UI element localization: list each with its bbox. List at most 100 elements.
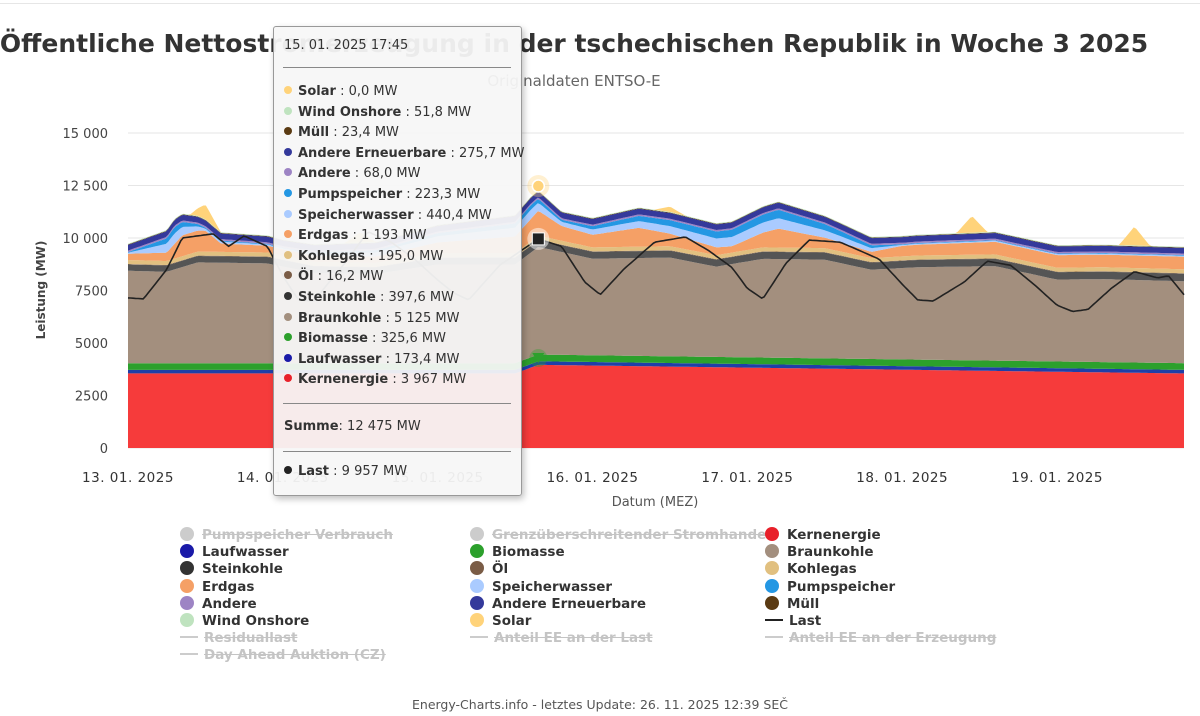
x-tick-label: 17. 01. 2025 [701, 470, 793, 486]
tooltip-series-name: Solar [298, 84, 336, 99]
tooltip-series-name: Kohlegas [298, 248, 366, 264]
legend-label: Pumpspeicher [787, 578, 896, 595]
legend-symbol [765, 561, 779, 576]
tooltip-row: Speicherwasser : 440,4 MW [284, 208, 492, 223]
tooltip-dot [284, 292, 292, 300]
legend-item[interactable]: Braunkohle [765, 544, 874, 561]
legend-label: Wind Onshore [202, 613, 310, 629]
legend-item[interactable]: Day Ahead Auktion (CZ) [180, 647, 386, 664]
tooltip-series-value: : 195,0 MW [365, 248, 444, 264]
y-tick-label: 7500 [75, 285, 108, 300]
tooltip-row: Solar : 0,0 MW [284, 84, 397, 99]
legend-label: Anteil EE an der Erzeugung [789, 630, 997, 647]
tooltip-dot [284, 250, 292, 259]
tooltip-dot [284, 147, 292, 156]
legend-symbol [180, 613, 194, 627]
legend-item[interactable]: Anteil EE an der Last [470, 630, 653, 647]
legend-item[interactable]: Pumpspeicher Verbrauch [180, 527, 393, 544]
legend-item[interactable]: Kohlegas [765, 561, 857, 578]
tooltip-series-name: Biomasse [298, 331, 368, 347]
legend-label: Andere [202, 595, 257, 612]
tooltip-series-value: : 173,4 MW [381, 351, 460, 367]
legend-item[interactable]: Öl [470, 561, 508, 578]
legend-symbol [470, 561, 484, 576]
tooltip-row: Kernenergie : 3 967 MW [284, 372, 466, 387]
legend-symbol [765, 619, 783, 621]
legend-item[interactable]: Andere [180, 595, 257, 613]
tooltip-series-name: Andere Erneuerbare [298, 145, 447, 161]
tooltip-row: Biomasse : 325,6 MW [284, 331, 446, 346]
tooltip-row: Pumpspeicher : 223,3 MW [284, 187, 480, 202]
legend-symbol [470, 595, 484, 610]
tooltip-series-value: : 5 125 MW [381, 310, 460, 326]
tooltip-dot [284, 271, 292, 280]
legend-item[interactable]: Müll [765, 595, 819, 613]
legend-label: Erdgas [202, 578, 255, 595]
y-tick-label: 5000 [75, 337, 108, 352]
tooltip-dot [284, 209, 292, 218]
tooltip-dot [284, 106, 292, 115]
legend-item[interactable]: Biomasse [470, 544, 565, 561]
legend-label: Biomasse [492, 544, 565, 561]
legend-item[interactable]: Speicherwasser [470, 578, 612, 596]
tooltip-series-value: : 1 193 MW [348, 228, 427, 244]
tooltip-dot [284, 189, 292, 197]
legend-symbol [180, 527, 194, 541]
tooltip-series-value: : 23,4 MW [329, 125, 399, 141]
tooltip-series-name: Öl [298, 269, 314, 285]
chart-title: Öffentliche Nettostromerzeugung in der t… [0, 28, 1148, 58]
tooltip-series-name: Müll [298, 125, 330, 141]
legend: Pumpspeicher Verbrauch Laufwasser Steinkoh… [175, 527, 1075, 667]
tooltip-divider [283, 67, 511, 68]
legend-item[interactable]: Wind Onshore [180, 613, 309, 630]
legend-label: Öl [492, 561, 509, 578]
legend-label: Anteil EE an der Last [494, 630, 653, 647]
tooltip-series-name: Laufwasser [298, 351, 382, 367]
legend-label: Last [789, 613, 822, 629]
legend-label: Andere Erneuerbare [492, 595, 647, 612]
legend-item[interactable]: Solar [470, 613, 531, 630]
tooltip-dot [284, 168, 292, 177]
legend-item[interactable]: Laufwasser [180, 544, 289, 561]
tooltip-series-name: Pumpspeicher [298, 187, 403, 202]
tooltip-row: Braunkohle : 5 125 MW [284, 311, 459, 326]
legend-label: Solar [492, 613, 532, 629]
tooltip-series-value: : 0,0 MW [335, 84, 398, 99]
legend-item[interactable]: Pumpspeicher [765, 578, 896, 596]
y-axis-label: Leistung (MW) [34, 241, 48, 340]
legend-symbol [180, 653, 198, 656]
legend-item[interactable]: Residuallast [180, 630, 297, 647]
legend-label: Residuallast [204, 630, 298, 647]
top-divider [0, 3, 1200, 4]
area-speicherwasser [128, 203, 1184, 257]
legend-item[interactable]: Kernenergie [765, 527, 881, 544]
tooltip-series-value: : 68,0 MW [350, 166, 421, 182]
tooltip: 15. 01. 2025 17:45 Solar : 0,0 MW Wind On… [273, 26, 524, 496]
x-tick-label: 18. 01. 2025 [856, 470, 948, 486]
legend-symbol [470, 578, 484, 593]
legend-item[interactable]: Grenzüberschreitender Stromhandel [470, 527, 771, 544]
area-solar [128, 190, 1184, 247]
legend-item[interactable]: Erdgas [180, 578, 255, 596]
tooltip-row: Erdgas : 1 193 MW [284, 228, 427, 243]
y-axis-ticks: 0 2500 5000 7500 10 000 12 500 15 000 [63, 127, 109, 457]
legend-symbol [765, 636, 783, 639]
legend-label: Kohlegas [787, 561, 857, 578]
tooltip-dot [284, 353, 292, 362]
tooltip-dot [284, 374, 292, 383]
legend-symbol [180, 561, 194, 576]
tooltip-row: Steinkohle : 397,6 MW [284, 290, 454, 305]
area-andere-erneuerbare [128, 191, 1184, 254]
tooltip-dot [284, 333, 292, 342]
tooltip-series-value: : 397,6 MW [375, 290, 454, 305]
last-marker [531, 232, 545, 246]
legend-symbol [765, 595, 779, 610]
legend-label: Pumpspeicher Verbrauch [202, 527, 394, 543]
legend-item[interactable]: Last [765, 613, 821, 630]
legend-item[interactable]: Steinkohle [180, 561, 283, 578]
tooltip-row: Kohlegas : 195,0 MW [284, 249, 443, 264]
legend-item[interactable]: Andere Erneuerbare [470, 595, 647, 613]
legend-item[interactable]: Anteil EE an der Erzeugung [765, 630, 996, 647]
tooltip-series-name: Speicherwasser [298, 207, 414, 223]
tooltip-series-name: Braunkohle [298, 310, 382, 326]
